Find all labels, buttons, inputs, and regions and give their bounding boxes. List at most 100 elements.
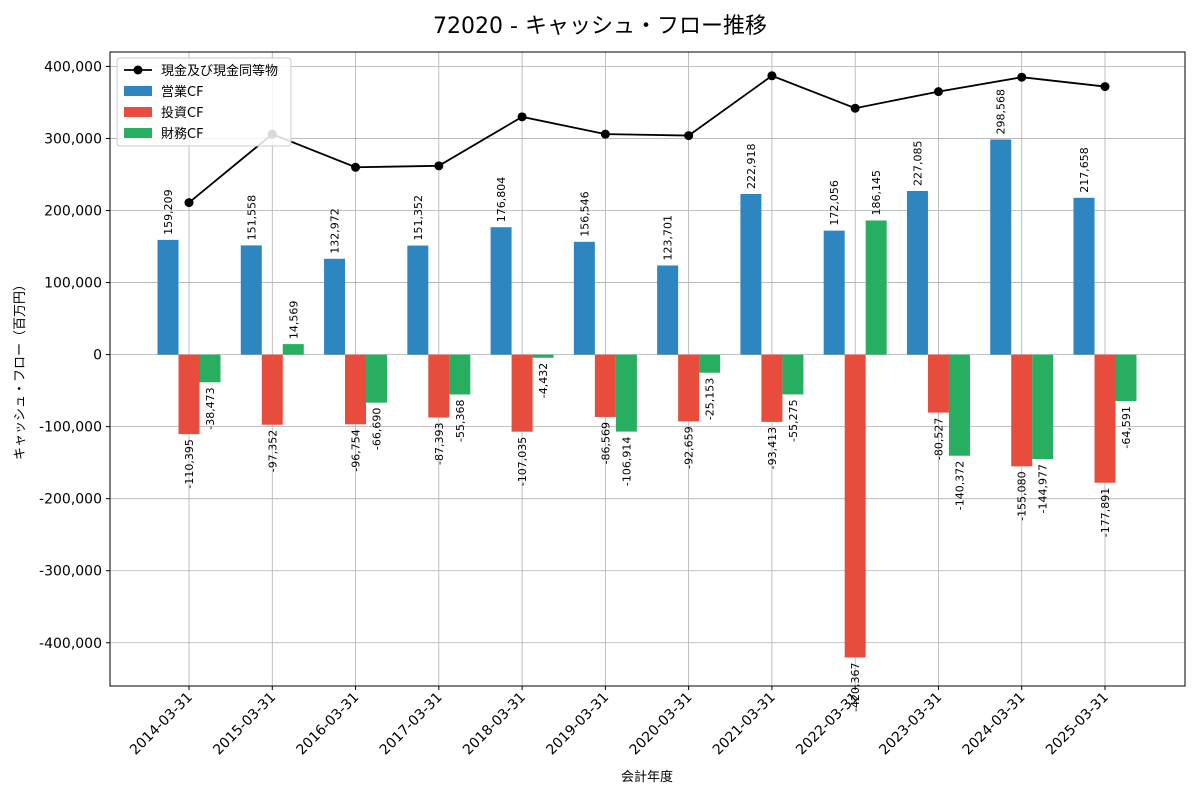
cash-equivalents-point xyxy=(1100,82,1110,92)
bar-investing xyxy=(844,354,866,658)
bar-investing xyxy=(178,354,200,435)
bar-data-label: 176,804 xyxy=(495,177,508,223)
y-tick-label: -100,000 xyxy=(39,420,102,436)
bar-data-label: -64,591 xyxy=(1120,406,1133,448)
bar-financing xyxy=(199,354,221,383)
bar-data-label: 151,352 xyxy=(412,195,425,241)
bar-operating xyxy=(407,245,429,355)
cash-equivalents-point xyxy=(434,161,444,171)
bar-investing xyxy=(511,354,533,432)
x-tick-label: 2018-03-31 xyxy=(460,690,529,759)
cash-equivalents-point xyxy=(184,198,194,208)
bar-financing xyxy=(782,354,804,395)
x-tick-label: 2017-03-31 xyxy=(377,690,446,759)
x-tick-label: 2024-03-31 xyxy=(960,690,1029,759)
bar-data-label: -155,080 xyxy=(1016,471,1029,520)
bar-data-label: 132,972 xyxy=(329,208,342,254)
bar-data-label: -110,395 xyxy=(183,439,196,488)
legend-entry-label: 投資CF xyxy=(161,105,204,121)
bar-data-label: -87,393 xyxy=(433,423,446,465)
bar-operating xyxy=(657,265,679,355)
y-tick-label: -200,000 xyxy=(39,492,102,508)
bar-data-label: 227,085 xyxy=(911,140,924,186)
cash-equivalents-point xyxy=(351,162,361,172)
data-labels-layer: 159,209 151,558 132,972 151,352 176,804 156,5… xyxy=(162,89,1133,712)
x-tick-label: 2015-03-31 xyxy=(210,690,279,759)
bar-investing xyxy=(1011,354,1033,467)
x-tick-label: 2022-03-31 xyxy=(793,690,862,759)
legend-entry-label: 財務CF xyxy=(161,127,204,142)
y-tick-label: -400,000 xyxy=(39,636,102,652)
bar-data-label: -140,372 xyxy=(953,461,966,510)
cash-equivalents-point xyxy=(767,71,777,81)
bar-data-label: 217,658 xyxy=(1078,147,1091,193)
legend-bar-swatch xyxy=(124,107,152,117)
x-tick-label: 2016-03-31 xyxy=(294,690,363,759)
bar-financing xyxy=(699,354,721,373)
x-axis-label: 会計年度 xyxy=(621,769,673,785)
bar-data-label: -38,473 xyxy=(204,387,217,429)
bar-data-label: 298,568 xyxy=(995,89,1008,135)
bar-data-label: 186,145 xyxy=(870,170,883,216)
bar-financing xyxy=(366,354,388,403)
bar-data-label: -4,432 xyxy=(537,363,550,398)
y-tick-label: 400,000 xyxy=(44,59,102,75)
cash-equivalents-point xyxy=(517,112,527,122)
cash-equivalents-point xyxy=(850,103,860,113)
bar-investing xyxy=(1094,354,1116,483)
legend-marker-swatch xyxy=(133,65,143,75)
bar-operating xyxy=(990,139,1012,355)
bar-data-label: 123,701 xyxy=(662,215,675,261)
bar-operating xyxy=(906,190,928,355)
y-tick-label: 0 xyxy=(93,348,102,364)
bar-data-label: -92,659 xyxy=(683,426,696,468)
cash-equivalents-line xyxy=(188,74,1106,204)
x-tick-label: 2021-03-31 xyxy=(710,690,779,759)
bar-operating xyxy=(1073,197,1095,355)
bar-investing xyxy=(927,354,949,413)
x-tick-label: 2020-03-31 xyxy=(627,690,696,759)
bar-data-label: -96,754 xyxy=(350,429,363,471)
bar-investing xyxy=(678,354,700,422)
bar-financing xyxy=(532,354,554,358)
bar-data-label: 172,056 xyxy=(828,180,841,226)
bar-data-label: -144,977 xyxy=(1037,464,1050,513)
bar-data-label: -55,368 xyxy=(454,399,467,441)
bar-investing xyxy=(345,354,367,425)
bar-data-label: -93,413 xyxy=(766,427,779,469)
legend-entry-label: 現金及び現金同等物 xyxy=(161,63,278,79)
x-tick-label: 2019-03-31 xyxy=(543,690,612,759)
bar-operating xyxy=(157,239,179,355)
bar-data-label: -107,035 xyxy=(516,437,529,486)
bar-operating xyxy=(740,193,762,355)
y-axis-label: キャッシュ・フロー（百万円） xyxy=(13,278,28,460)
bar-operating xyxy=(823,230,845,355)
y-tick-label: 200,000 xyxy=(44,204,102,220)
x-tick-label: 2014-03-31 xyxy=(127,690,196,759)
bar-investing xyxy=(594,354,616,417)
cash-equivalents-point xyxy=(933,87,943,97)
legend-bar-swatch xyxy=(124,86,152,96)
x-tick-label: 2025-03-31 xyxy=(1043,690,1112,759)
legend-entry-label: 営業CF xyxy=(161,84,204,100)
cash-equivalents-point xyxy=(684,131,694,141)
bar-operating xyxy=(490,227,512,355)
bar-financing xyxy=(865,220,887,355)
chart-title: 72020 - キャッシュ・フロー推移 xyxy=(433,14,767,39)
bar-data-label: -177,891 xyxy=(1099,488,1112,537)
cash-equivalents-point xyxy=(1017,72,1027,82)
bar-data-label: -86,569 xyxy=(599,422,612,464)
bar-investing xyxy=(428,354,450,418)
bar-operating xyxy=(240,245,262,355)
plot-frame xyxy=(109,51,1186,687)
cash-equivalents-point xyxy=(600,129,610,139)
bar-financing xyxy=(449,354,471,395)
bar-data-label: 14,569 xyxy=(287,301,300,340)
bar-data-label: -106,914 xyxy=(620,437,633,486)
bar-operating xyxy=(573,241,595,355)
bar-data-label: 159,209 xyxy=(162,189,175,235)
y-tick-label: 100,000 xyxy=(44,276,102,292)
bar-financing xyxy=(1032,354,1054,460)
